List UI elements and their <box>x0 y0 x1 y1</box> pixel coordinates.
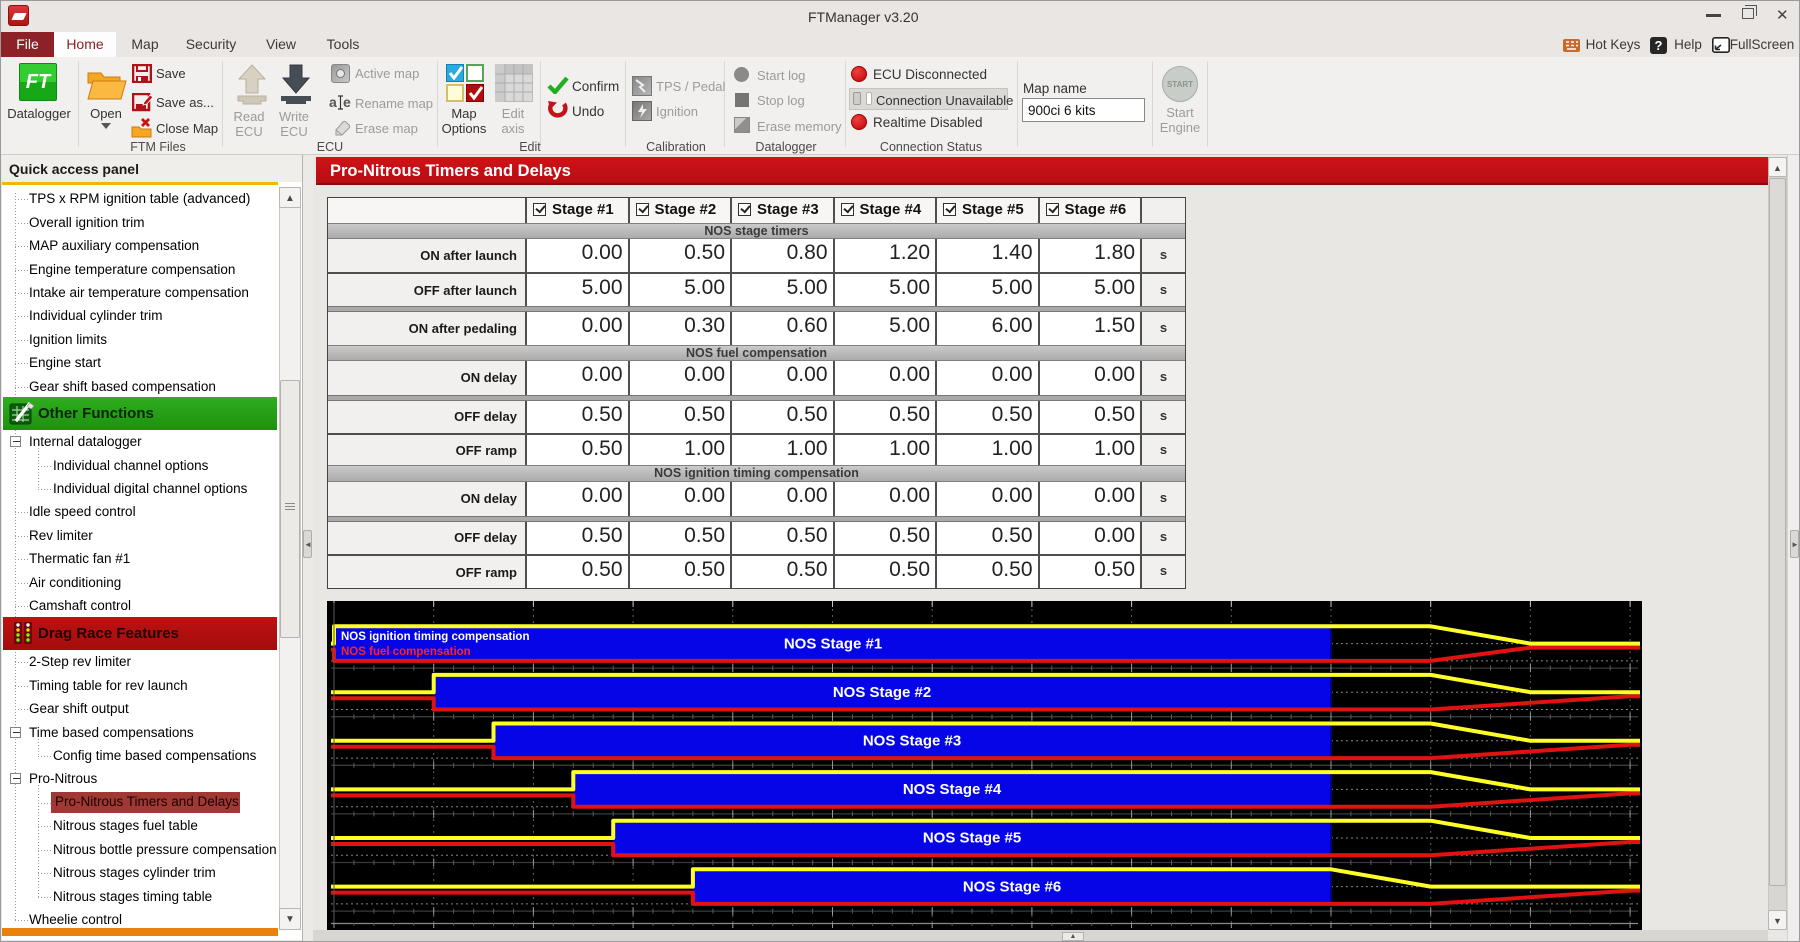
svg-text:NOS Stage #6: NOS Stage #6 <box>963 878 1061 895</box>
svg-text:NOS Stage #2: NOS Stage #2 <box>833 684 931 701</box>
svg-text:NOS fuel compensation: NOS fuel compensation <box>341 646 471 658</box>
svg-text:NOS Stage #3: NOS Stage #3 <box>863 733 961 750</box>
svg-text:NOS Stage #1: NOS Stage #1 <box>784 635 882 652</box>
svg-text:NOS Stage #4: NOS Stage #4 <box>903 781 1002 798</box>
svg-text:e: e <box>343 94 351 110</box>
svg-text:NOS Stage #5: NOS Stage #5 <box>923 830 1021 847</box>
svg-text:a: a <box>329 94 337 110</box>
svg-text:NOS ignition timing compensati: NOS ignition timing compensation <box>341 631 529 643</box>
